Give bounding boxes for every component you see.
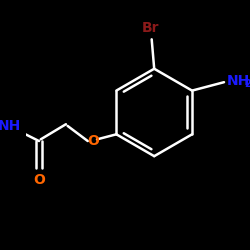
Text: O: O — [87, 134, 99, 148]
Text: Br: Br — [141, 21, 159, 35]
Text: O: O — [33, 173, 45, 187]
Text: NH: NH — [226, 74, 250, 88]
Text: NH: NH — [0, 119, 21, 133]
Text: 2: 2 — [244, 79, 250, 89]
